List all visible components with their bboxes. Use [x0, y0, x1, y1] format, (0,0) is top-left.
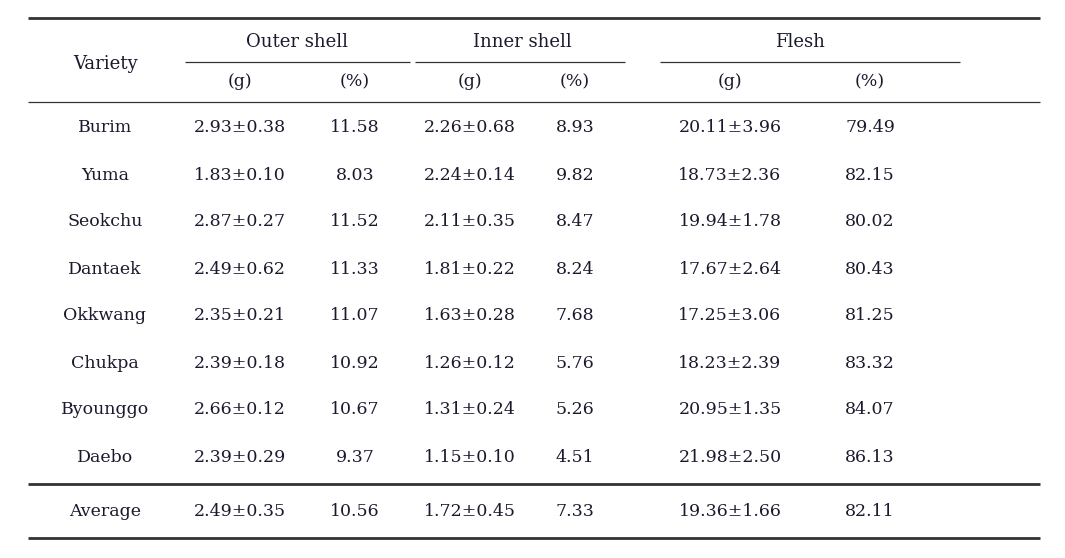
- Text: 80.02: 80.02: [846, 214, 895, 230]
- Text: Seokchu: Seokchu: [67, 214, 143, 230]
- Text: 2.35±0.21: 2.35±0.21: [194, 307, 286, 325]
- Text: 79.49: 79.49: [845, 119, 895, 137]
- Text: 1.26±0.12: 1.26±0.12: [424, 354, 515, 372]
- Text: 10.56: 10.56: [330, 503, 380, 521]
- Text: Chukpa: Chukpa: [71, 354, 138, 372]
- Text: 8.47: 8.47: [556, 214, 594, 230]
- Text: 1.15±0.10: 1.15±0.10: [424, 449, 515, 465]
- Text: 81.25: 81.25: [846, 307, 895, 325]
- Text: 18.23±2.39: 18.23±2.39: [678, 354, 782, 372]
- Text: 83.32: 83.32: [845, 354, 895, 372]
- Text: 82.15: 82.15: [846, 166, 895, 184]
- Text: 2.66±0.12: 2.66±0.12: [194, 402, 285, 418]
- Text: 2.11±0.35: 2.11±0.35: [424, 214, 517, 230]
- Text: 21.98±2.50: 21.98±2.50: [678, 449, 782, 465]
- Text: 2.93±0.38: 2.93±0.38: [194, 119, 286, 137]
- Text: Okkwang: Okkwang: [64, 307, 147, 325]
- Text: 19.94±1.78: 19.94±1.78: [678, 214, 782, 230]
- Text: 11.52: 11.52: [330, 214, 380, 230]
- Text: 5.26: 5.26: [556, 402, 594, 418]
- Text: Variety: Variety: [72, 55, 137, 73]
- Text: 2.24±0.14: 2.24±0.14: [424, 166, 515, 184]
- Text: (%): (%): [855, 74, 885, 90]
- Text: 1.83±0.10: 1.83±0.10: [194, 166, 285, 184]
- Text: 84.07: 84.07: [846, 402, 895, 418]
- Text: 11.07: 11.07: [330, 307, 380, 325]
- Text: 11.58: 11.58: [330, 119, 380, 137]
- Text: 2.49±0.35: 2.49±0.35: [194, 503, 286, 521]
- Text: 8.03: 8.03: [335, 166, 374, 184]
- Text: 10.92: 10.92: [330, 354, 380, 372]
- Text: Average: Average: [69, 503, 141, 521]
- Text: 2.39±0.29: 2.39±0.29: [194, 449, 286, 465]
- Text: 2.87±0.27: 2.87±0.27: [194, 214, 286, 230]
- Text: 10.67: 10.67: [330, 402, 380, 418]
- Text: 7.68: 7.68: [556, 307, 594, 325]
- Text: 9.37: 9.37: [335, 449, 375, 465]
- Text: 1.81±0.22: 1.81±0.22: [424, 261, 515, 277]
- Text: Burim: Burim: [78, 119, 132, 137]
- Text: 80.43: 80.43: [846, 261, 895, 277]
- Text: 86.13: 86.13: [846, 449, 895, 465]
- Text: 20.11±3.96: 20.11±3.96: [678, 119, 782, 137]
- Text: Yuma: Yuma: [81, 166, 129, 184]
- Text: (g): (g): [228, 74, 252, 90]
- Text: 1.31±0.24: 1.31±0.24: [424, 402, 515, 418]
- Text: (g): (g): [458, 74, 482, 90]
- Text: 18.73±2.36: 18.73±2.36: [678, 166, 782, 184]
- Text: Dantaek: Dantaek: [68, 261, 142, 277]
- Text: 17.25±3.06: 17.25±3.06: [678, 307, 782, 325]
- Text: Daebo: Daebo: [77, 449, 133, 465]
- Text: Byounggo: Byounggo: [61, 402, 149, 418]
- Text: 8.93: 8.93: [556, 119, 594, 137]
- Text: 2.26±0.68: 2.26±0.68: [424, 119, 515, 137]
- Text: Flesh: Flesh: [775, 33, 825, 51]
- Text: 4.51: 4.51: [556, 449, 594, 465]
- Text: 1.72±0.45: 1.72±0.45: [424, 503, 517, 521]
- Text: 19.36±1.66: 19.36±1.66: [678, 503, 782, 521]
- Text: (g): (g): [718, 74, 742, 90]
- Text: 2.49±0.62: 2.49±0.62: [194, 261, 286, 277]
- Text: 2.39±0.18: 2.39±0.18: [194, 354, 286, 372]
- Text: 82.11: 82.11: [846, 503, 895, 521]
- Text: 1.63±0.28: 1.63±0.28: [424, 307, 515, 325]
- Text: (%): (%): [340, 74, 370, 90]
- Text: 9.82: 9.82: [556, 166, 594, 184]
- Text: 11.33: 11.33: [330, 261, 380, 277]
- Text: 7.33: 7.33: [556, 503, 594, 521]
- Text: 20.95±1.35: 20.95±1.35: [678, 402, 782, 418]
- Text: Inner shell: Inner shell: [473, 33, 572, 51]
- Text: 17.67±2.64: 17.67±2.64: [678, 261, 782, 277]
- Text: 5.76: 5.76: [556, 354, 594, 372]
- Text: 8.24: 8.24: [556, 261, 594, 277]
- Text: Outer shell: Outer shell: [246, 33, 348, 51]
- Text: (%): (%): [560, 74, 590, 90]
